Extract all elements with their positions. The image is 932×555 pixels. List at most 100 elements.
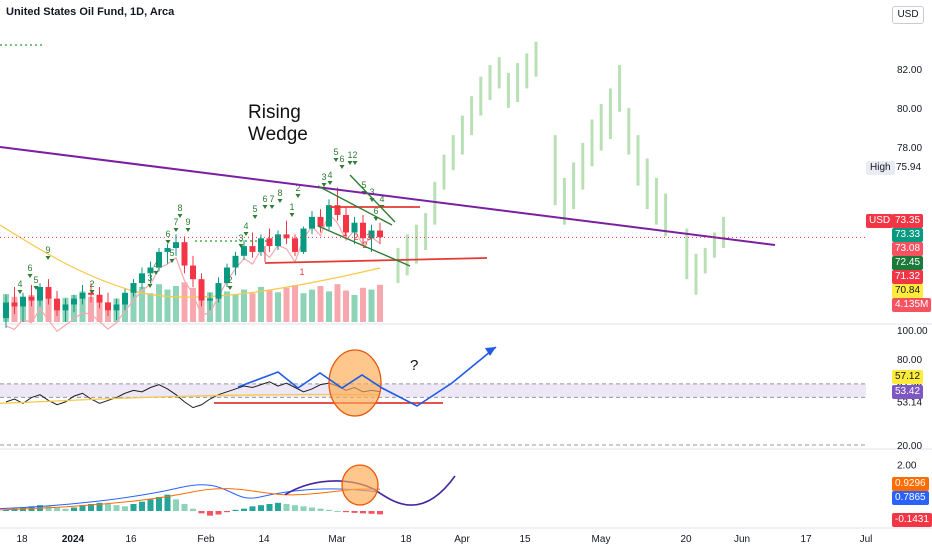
indicator-tag-4: 71.32 [892,270,924,284]
last-price-currency-tag: USD [866,214,894,228]
projected-candle [703,248,707,274]
volume-bar [96,299,103,322]
macd-histogram-bar [198,511,205,514]
td-count-green: 7 [269,194,274,204]
candle-body [368,230,375,239]
rsi-tag: 57.12 [892,370,924,384]
macd-histogram-bar [368,511,375,514]
projected-candle [636,135,640,186]
volume-bar [249,293,256,322]
indicator-tag-3: 72.45 [892,256,924,270]
projected-candle [460,115,464,155]
projected-candle [516,63,520,103]
projected-candle [479,76,483,116]
macd-histogram-bar [232,509,239,511]
td-arrow-down [89,290,95,294]
td-arrow-down [177,214,183,218]
candle-body [130,283,137,293]
macd-histogram-bar [377,511,383,515]
x-axis-label: 20 [680,534,692,545]
candle-body [232,255,239,268]
projected-candle [525,53,529,89]
macd-histogram-bar [351,511,358,513]
macd-histogram-bar [317,508,324,511]
highlight-circle [341,464,379,506]
td-arrow-down [252,215,258,219]
candle-body [360,222,366,239]
td-arrow-down [289,213,295,217]
projected-candle [722,216,726,249]
td-count-green: 9 [45,245,50,255]
volume-tag: 4.135M [892,298,932,312]
wedge-line [317,225,411,267]
candle-body [113,304,120,311]
volume-bar [215,295,222,322]
macd-histogram-bar [300,506,307,511]
chart-title: United States Oil Fund, 1D, Arca [6,6,175,18]
candle-body [292,238,298,252]
x-axis-label: Jul [860,534,873,545]
wedge-line [317,185,393,226]
volume-bar [309,289,315,322]
currency-selector[interactable]: USD [892,6,924,24]
macd-histogram-bar [249,506,256,511]
macd-histogram-bar [45,506,52,511]
rsi-ma-line [0,393,381,404]
td-arrow-down [321,183,327,187]
candle-body [249,246,256,252]
td-count-green: 3 [238,233,243,243]
td-count-green: 5 [169,248,174,258]
candle-body [3,302,9,319]
candle-body [79,292,86,299]
td-count-green: 2 [352,150,357,160]
macd-histogram-bar [164,494,171,511]
macd-tick-label: 2.00 [897,460,917,471]
volume-bar [28,295,35,322]
macd-histogram-bar [181,504,188,511]
projected-candle [572,162,576,210]
td-count-green: 1 [347,150,352,160]
volume-bar [360,287,366,322]
td-count-green: 5 [33,275,38,285]
td-count-green: 3 [147,273,152,283]
candle-body [96,294,103,303]
projected-candle [608,88,612,140]
projected-candle [664,193,668,237]
x-axis-label: 14 [258,534,270,545]
projected-candle [590,119,594,167]
td-count-green: 6 [339,154,344,164]
projected-candle [712,232,716,258]
volume-bar [224,291,230,322]
volume-bar [181,282,188,322]
projected-candle [654,177,658,225]
macd-histogram-bar [258,505,264,511]
x-axis-label: Mar [328,534,346,545]
td-count-red: 2 [362,240,367,250]
td-count-green: 2 [89,279,94,289]
macd-histogram-bar [105,504,111,511]
macd-histogram-bar [147,499,154,511]
td-arrow-down [45,256,51,260]
volume-bar [275,292,281,322]
x-axis-label: 18 [400,534,412,545]
projected-candle [553,135,557,206]
x-axis-label: 16 [125,534,137,545]
candle-body [309,216,315,229]
x-axis-label: 15 [519,534,531,545]
candle-body [258,238,264,252]
macd-histogram-bar [62,508,69,511]
volume-bar [173,286,179,322]
rsi-tick-label: 20.00 [897,441,922,452]
macd-histogram-bar [3,509,9,511]
projected-candle [488,65,492,101]
td-count-red: 1 [299,267,304,277]
td-arrow-down [327,181,333,185]
projected-candle [694,253,698,295]
projected-candle [451,135,455,171]
pattern-label: Wedge [248,124,308,145]
x-axis-label: Feb [197,534,215,545]
td-count-green: 6 [373,206,378,216]
candle-body [173,242,179,249]
td-arrow-down [243,232,249,236]
td-arrow-down [165,240,171,244]
